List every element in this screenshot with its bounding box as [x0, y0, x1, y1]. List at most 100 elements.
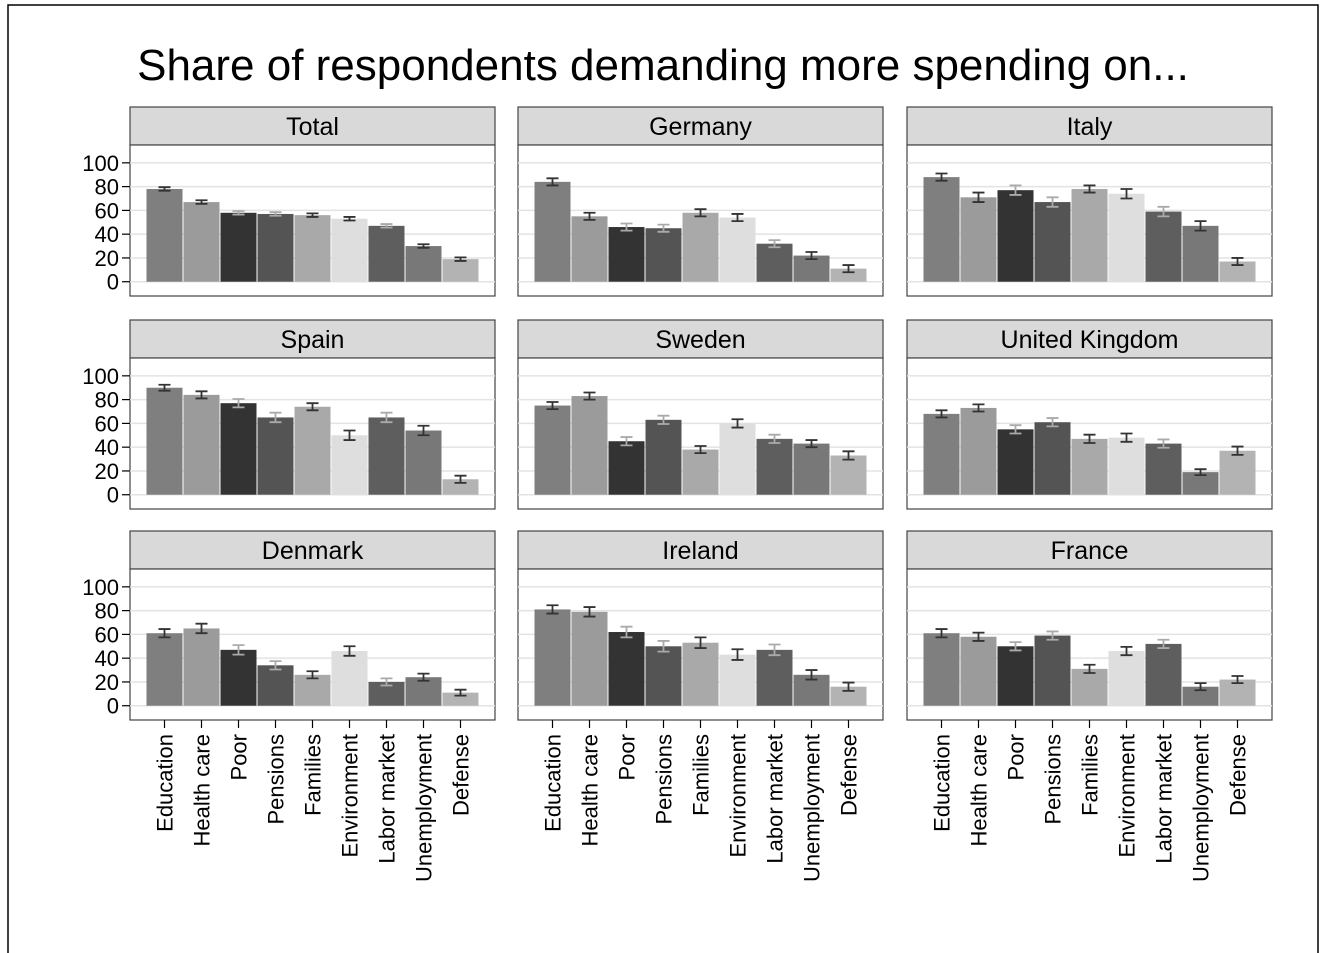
- y-tick-label: 0: [107, 483, 119, 508]
- error-bar: [972, 403, 985, 413]
- error-bar: [620, 222, 633, 232]
- panel-title: Germany: [649, 113, 752, 141]
- bar: [1182, 472, 1219, 495]
- bar: [220, 403, 257, 495]
- x-tick-label: Health care: [578, 734, 603, 847]
- error-bar: [1046, 196, 1059, 208]
- error-bar: [232, 398, 245, 409]
- error-bar: [343, 216, 356, 222]
- y-tick-label: 20: [95, 459, 119, 484]
- x-tick-label: Unemployment: [1189, 734, 1214, 882]
- x-tick-label: Defense: [837, 734, 862, 816]
- bar: [682, 642, 719, 706]
- error-bar: [583, 391, 596, 401]
- y-tick-label: 80: [95, 388, 119, 413]
- y-tick-label: 60: [95, 622, 119, 647]
- error-bar: [158, 628, 171, 639]
- error-bar: [935, 628, 948, 639]
- bar: [1071, 668, 1108, 706]
- error-bar: [583, 211, 596, 221]
- x-tick-label: Labor market: [763, 734, 788, 864]
- bar: [1145, 211, 1182, 282]
- error-bar: [1194, 220, 1207, 232]
- bar: [923, 177, 960, 282]
- error-bar: [768, 433, 781, 444]
- error-bar: [232, 210, 245, 216]
- error-bar: [1231, 445, 1244, 456]
- bar: [331, 435, 368, 495]
- bar: [1108, 651, 1145, 706]
- panel-header: [906, 319, 1273, 359]
- error-bar: [842, 681, 855, 692]
- x-tick-label: Pensions: [652, 734, 677, 825]
- bar: [1071, 438, 1108, 495]
- error-bar: [417, 424, 430, 437]
- x-tick-label: Poor: [227, 734, 252, 780]
- bar: [608, 632, 645, 706]
- x-tick-label: Education: [153, 734, 178, 832]
- x-tick-label: Health care: [967, 734, 992, 847]
- bar: [1219, 261, 1256, 282]
- error-bar: [1120, 432, 1133, 443]
- bar: [331, 651, 368, 706]
- panel-title: Ireland: [662, 537, 738, 565]
- error-bar: [158, 383, 171, 392]
- panel-header: [517, 106, 884, 146]
- error-bar: [546, 177, 559, 187]
- error-bar: [731, 418, 744, 429]
- panel-title: Sweden: [655, 326, 745, 354]
- bar: [146, 387, 183, 495]
- error-bar: [731, 213, 744, 222]
- error-bar: [694, 208, 707, 218]
- error-bar: [1009, 641, 1022, 652]
- y-tick-label: 0: [107, 694, 119, 719]
- error-bar: [380, 223, 393, 229]
- error-bar: [380, 677, 393, 687]
- error-bar: [1231, 257, 1244, 266]
- bar: [405, 430, 442, 495]
- error-bar: [306, 670, 319, 680]
- bar: [442, 479, 479, 495]
- error-bar: [842, 450, 855, 461]
- bar: [923, 633, 960, 706]
- y-tick-label: 60: [95, 411, 119, 436]
- bar: [183, 394, 220, 495]
- bar: [830, 268, 867, 282]
- bar: [534, 609, 571, 706]
- y-tick-label: 0: [107, 270, 119, 295]
- panel-title: France: [1051, 537, 1129, 565]
- bar: [1182, 225, 1219, 282]
- bar: [257, 213, 294, 282]
- bar: [1108, 437, 1145, 495]
- x-tick-label: Unemployment: [412, 734, 437, 882]
- x-tick-label: Families: [301, 734, 326, 816]
- x-tick-label: Pensions: [264, 734, 289, 825]
- panel-header: [906, 530, 1273, 570]
- bar: [719, 217, 756, 282]
- error-bar: [620, 625, 633, 639]
- x-tick-label: Defense: [1226, 734, 1251, 816]
- error-bar: [269, 211, 282, 217]
- error-bar: [306, 212, 319, 218]
- bar: [719, 423, 756, 495]
- error-bar: [1046, 417, 1059, 428]
- bar: [294, 674, 331, 706]
- panel-title: Denmark: [262, 537, 364, 565]
- bar: [997, 646, 1034, 706]
- bar: [1108, 193, 1145, 282]
- y-tick-label: 40: [95, 435, 119, 460]
- bar: [1034, 202, 1071, 282]
- bar: [331, 218, 368, 282]
- error-bar: [657, 223, 670, 233]
- bar: [146, 188, 183, 282]
- error-bar: [195, 390, 208, 400]
- panel-title: Spain: [281, 326, 345, 354]
- panel-title: Italy: [1067, 113, 1113, 141]
- bar: [183, 628, 220, 706]
- error-bar: [1157, 205, 1170, 218]
- y-tick-label: 20: [95, 670, 119, 695]
- error-bar: [343, 429, 356, 441]
- x-tick-label: Families: [1078, 734, 1103, 816]
- x-tick-label: Poor: [1004, 734, 1029, 780]
- error-bar: [546, 401, 559, 411]
